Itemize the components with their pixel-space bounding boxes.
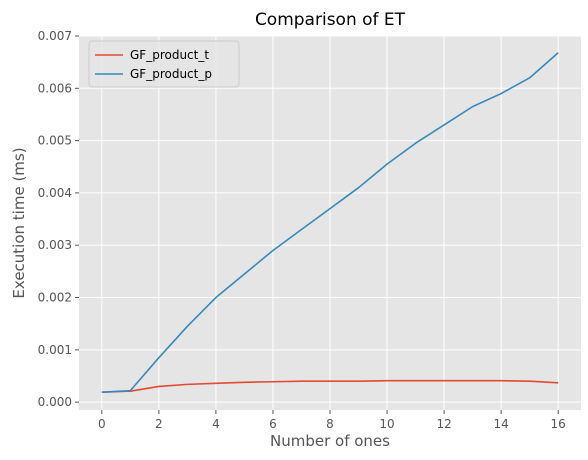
y-tick-label: 0.007 — [38, 29, 72, 43]
series-line-gf-product-t — [101, 379, 559, 394]
y-tick-label: 0.006 — [38, 81, 72, 95]
x-tick-label: 4 — [212, 417, 220, 431]
x-tick-label: 0 — [98, 417, 106, 431]
y-axis-label: Execution time (ms) — [10, 147, 28, 298]
legend-label-gf-product-t: GF_product_t — [130, 48, 209, 62]
x-tick-label: 8 — [326, 417, 334, 431]
y-tick-label: 0.005 — [38, 134, 72, 148]
y-axis-ticks: 0.000 0.001 0.002 0.003 0.004 0.005 0.006 0.007 — [38, 29, 79, 409]
y-tick-label: 0.003 — [38, 238, 72, 252]
x-axis-ticks: 0 2 4 6 8 10 12 14 16 — [98, 410, 566, 431]
y-tick-label: 0.004 — [38, 186, 72, 200]
legend: GF_product_t GF_product_p — [88, 40, 240, 88]
y-tick-label: 0.002 — [38, 291, 72, 305]
x-axis-label: Number of ones — [270, 432, 390, 450]
x-tick-label: 2 — [155, 417, 163, 431]
x-tick-label: 10 — [379, 417, 394, 431]
y-tick-label: 0.001 — [38, 343, 72, 357]
x-tick-label: 14 — [493, 417, 508, 431]
legend-label-gf-product-p: GF_product_p — [130, 67, 212, 81]
x-tick-label: 12 — [436, 417, 451, 431]
y-tick-label: 0.000 — [38, 395, 72, 409]
series-lines — [101, 52, 559, 394]
x-tick-label: 16 — [551, 417, 566, 431]
series-line-gf-product-p — [101, 52, 559, 394]
x-tick-label: 6 — [269, 417, 277, 431]
grid — [79, 35, 581, 410]
chart-title: Comparison of ET — [255, 10, 406, 30]
legend-box — [88, 40, 240, 88]
